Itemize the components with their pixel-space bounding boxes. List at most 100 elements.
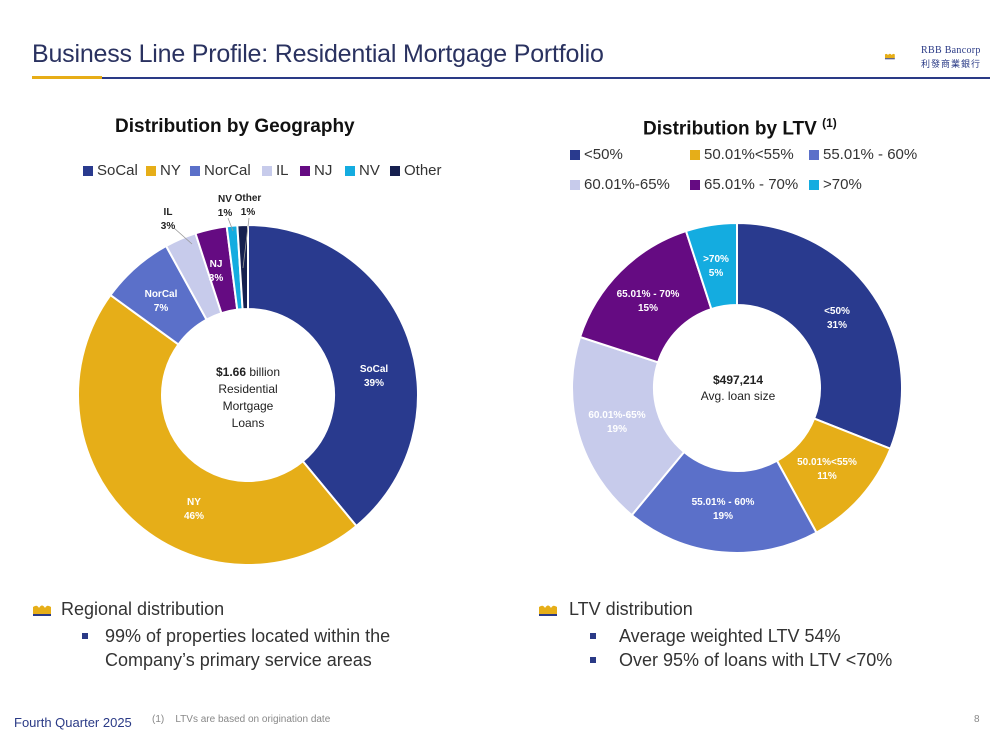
crown-icon	[33, 605, 51, 616]
footnote-marker: (1)	[152, 714, 165, 725]
data-label-other-value: 1%	[241, 207, 256, 218]
footnote-text: LTVs are based on origination date	[175, 714, 331, 725]
legend-item-lt50: <50%	[570, 146, 623, 163]
legend-item-nv: NV	[345, 162, 380, 179]
data-label-gt70-value: 5%	[709, 268, 724, 279]
bullet-item-text: Average weighted LTV 54%	[619, 626, 841, 646]
ltv-slice-55-01-60	[630, 450, 818, 554]
bullet-heading-text: Regional distribution	[61, 599, 225, 619]
data-label-65-70-name: 65.01% - 70%	[617, 289, 680, 300]
legend-label: NJ	[314, 162, 333, 179]
legend-item-il: IL	[262, 162, 289, 179]
ltv-slice-65-01-70	[578, 229, 713, 364]
regional-bullets: Regional distribution 99% of properties …	[32, 599, 452, 672]
bullet-heading: LTV distribution	[538, 599, 958, 620]
data-label-50-55-value: 11%	[817, 471, 837, 482]
brand-name: RBB Bancorp	[921, 45, 981, 56]
center-amount: $1.66	[216, 365, 246, 379]
data-label-il-name: IL	[164, 207, 173, 218]
center-text-line: Avg. loan size	[701, 389, 776, 403]
data-label-il-value: 3%	[161, 221, 176, 232]
bullet-item: Average weighted LTV 54%	[538, 624, 958, 648]
legend-swatch	[83, 165, 93, 176]
data-label-nj-name: NJ	[210, 259, 223, 270]
legend-label: 50.01%<55%	[704, 146, 794, 163]
footnote: (1) LTVs are based on origination date	[152, 714, 330, 725]
data-label-ny-name: NY	[187, 497, 201, 508]
data-label-lt50-name: <50%	[824, 306, 850, 317]
legend-label: >70%	[823, 176, 862, 193]
legend-swatch	[300, 165, 310, 176]
legend-swatch	[262, 165, 272, 176]
center-text-line: Mortgage	[223, 399, 274, 413]
bullet-marker	[590, 633, 596, 639]
legend-swatch	[146, 165, 156, 176]
legend-label: 55.01% - 60%	[823, 146, 918, 163]
legend-item-socal: SoCal	[83, 162, 138, 179]
data-label-65-70-value: 15%	[638, 303, 658, 314]
bullet-marker	[82, 633, 88, 639]
data-label-55-60-value: 19%	[713, 511, 733, 522]
geo-slice-other	[236, 223, 249, 311]
page-number: 8	[974, 714, 980, 725]
legend-swatch	[690, 149, 700, 160]
geo-slice-nv	[225, 224, 244, 311]
data-label-nv-value: 1%	[218, 208, 233, 219]
data-label-60-65-value: 19%	[607, 424, 627, 435]
ltv-slice-50	[736, 221, 903, 451]
legend-label: 65.01% - 70%	[704, 176, 799, 193]
center-text-line: Loans	[232, 416, 265, 430]
bullet-item: Over 95% of loans with LTV <70%	[538, 648, 958, 672]
center-amount: $497,214	[713, 373, 763, 387]
data-label-nj-value: 3%	[209, 273, 224, 284]
data-label-other-name: Other	[235, 193, 262, 204]
legend-label: 60.01%-65%	[584, 176, 670, 193]
leader-line-nv	[227, 217, 234, 232]
legend-label: Other	[404, 162, 442, 179]
page-title: Business Line Profile: Residential Mortg…	[32, 40, 604, 68]
geo-slice-il	[164, 232, 223, 321]
crown-icon	[884, 53, 895, 60]
data-label-ny-value: 46%	[184, 511, 204, 522]
legend-item-other: Other	[390, 162, 442, 179]
legend-item-gt70: >70%	[809, 176, 862, 193]
legend-item-50-55: 50.01%<55%	[690, 146, 794, 163]
geo-slice-norcal	[109, 244, 208, 346]
legend-label: <50%	[584, 146, 623, 163]
ltv-slice-70	[684, 221, 738, 311]
crown-icon	[539, 605, 557, 616]
geo-slice-ny	[77, 293, 358, 566]
legend-label: NV	[359, 162, 380, 179]
ltv-title-footnote-marker: (1)	[822, 116, 837, 130]
footer-quarter: Fourth Quarter 2025	[14, 715, 132, 730]
geo-slice-nj	[194, 225, 239, 315]
legend-swatch	[809, 149, 819, 160]
ltv-slice-50-01-55	[775, 417, 892, 534]
bullet-heading: Regional distribution	[32, 599, 452, 620]
legend-label: IL	[276, 162, 289, 179]
bullet-heading-text: LTV distribution	[569, 599, 693, 619]
bullet-item-text: 99% of properties located within the Com…	[105, 626, 391, 670]
legend-swatch	[809, 179, 819, 190]
data-label-norcal-name: NorCal	[145, 289, 178, 300]
legend-item-norcal: NorCal	[190, 162, 251, 179]
legend-swatch	[690, 179, 700, 190]
ltv-bullets: LTV distribution Average weighted LTV 54…	[538, 599, 958, 672]
geo-slice-socal	[247, 223, 419, 528]
legend-swatch	[190, 165, 200, 176]
leader-line-il	[173, 227, 193, 245]
geo-chart-title: Distribution by Geography	[115, 116, 355, 137]
legend-item-65-70: 65.01% - 70%	[690, 176, 798, 193]
data-label-50-55-name: 50.01%<55%	[797, 457, 857, 468]
legend-label: SoCal	[97, 162, 138, 179]
legend-label: NorCal	[204, 162, 251, 179]
data-label-gt70-name: >70%	[703, 254, 729, 265]
brand-name-chinese: 利發商業銀行	[921, 59, 982, 69]
center-amount-line: $1.66 billion	[216, 365, 280, 379]
data-label-norcal-value: 7%	[154, 303, 169, 314]
ltv-chart-title-text: Distribution by LTV	[643, 118, 817, 140]
center-text-line: Residential	[218, 382, 277, 396]
data-label-socal-name: SoCal	[360, 364, 389, 375]
bullet-item: 99% of properties located within the Com…	[32, 624, 452, 672]
data-label-socal-value: 39%	[364, 378, 384, 389]
